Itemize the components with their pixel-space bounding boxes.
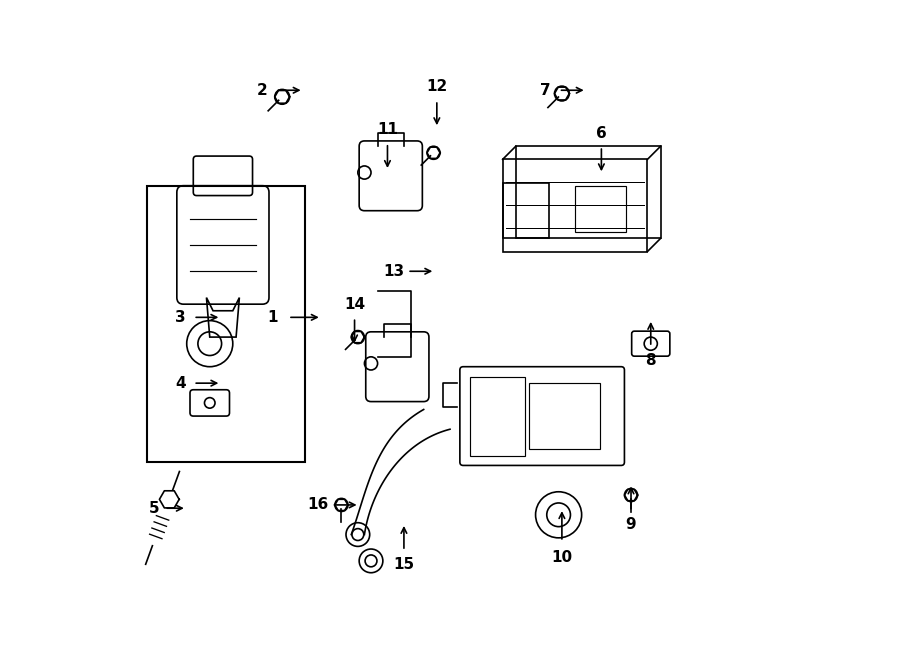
Text: 6: 6 (596, 126, 607, 141)
Text: 15: 15 (393, 557, 415, 572)
Text: 3: 3 (175, 310, 185, 325)
Bar (470, 377, 525, 455)
Text: 14: 14 (344, 297, 365, 312)
Bar (503, 159, 647, 252)
Text: 16: 16 (308, 498, 329, 512)
Bar (503, 183, 549, 239)
Bar (516, 146, 661, 239)
Bar (575, 186, 626, 232)
Text: 13: 13 (383, 264, 405, 279)
Text: 5: 5 (148, 501, 159, 516)
Text: 11: 11 (377, 122, 398, 137)
Text: 12: 12 (427, 79, 447, 95)
Text: 9: 9 (626, 517, 636, 532)
Text: 7: 7 (540, 83, 551, 98)
Bar (148, 186, 305, 462)
Text: 8: 8 (645, 352, 656, 368)
Bar (529, 383, 600, 449)
Text: 4: 4 (175, 375, 185, 391)
Text: 1: 1 (267, 310, 277, 325)
Text: 2: 2 (257, 83, 268, 98)
Text: 10: 10 (552, 550, 572, 565)
